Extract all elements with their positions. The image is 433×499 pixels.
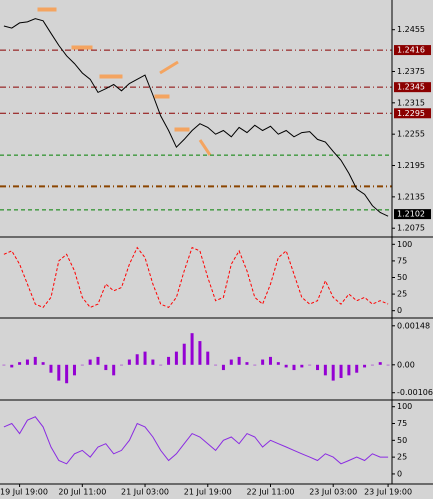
histogram-bar bbox=[331, 364, 335, 381]
histogram-bar bbox=[276, 362, 280, 365]
histogram-bar bbox=[127, 359, 131, 365]
histogram-bar bbox=[135, 354, 139, 365]
histogram-bar bbox=[190, 333, 194, 365]
histogram-bar bbox=[2, 364, 6, 366]
level-box bbox=[394, 45, 431, 56]
marker bbox=[71, 45, 93, 50]
y-tick-label: 1.2075 bbox=[397, 224, 425, 233]
histogram-bar bbox=[18, 362, 22, 365]
y-tick-label: -0.00106 bbox=[397, 388, 433, 397]
histogram-bar bbox=[339, 364, 343, 378]
histogram-bar bbox=[261, 359, 265, 365]
histogram-bar bbox=[72, 364, 76, 376]
histogram-bar bbox=[65, 364, 69, 384]
histogram-bar bbox=[151, 359, 155, 365]
marker bbox=[174, 127, 190, 132]
y-tick-label: 50 bbox=[397, 273, 407, 282]
marker bbox=[37, 7, 57, 12]
arrow bbox=[159, 60, 179, 75]
histogram-bar bbox=[292, 364, 296, 371]
histogram-bar bbox=[206, 351, 210, 365]
histogram-bar bbox=[25, 359, 29, 365]
histogram-bar bbox=[10, 364, 14, 368]
histogram-bar bbox=[268, 356, 272, 365]
histogram-bar bbox=[284, 364, 288, 368]
x-tick-label: 23 Jul 03:00 bbox=[309, 488, 357, 497]
x-tick-label: 23 Jul 19:00 bbox=[364, 488, 412, 497]
histogram-bar bbox=[88, 359, 92, 365]
histogram-bar bbox=[182, 343, 186, 365]
level-box bbox=[394, 82, 431, 93]
histogram-bar bbox=[174, 351, 178, 365]
histogram-bar bbox=[167, 356, 171, 365]
y-tick-label: 1.2195 bbox=[397, 161, 425, 170]
y-tick-label: 100 bbox=[397, 240, 412, 249]
marker bbox=[154, 94, 170, 99]
level-label: 1.2416 bbox=[397, 46, 425, 55]
histogram-bar bbox=[198, 341, 202, 365]
series-line bbox=[3, 416, 389, 465]
histogram-bar bbox=[41, 362, 45, 365]
marker bbox=[99, 74, 123, 79]
x-tick-label: 19 Jul 19:00 bbox=[0, 488, 48, 497]
histogram-bar bbox=[378, 362, 382, 365]
x-tick-label: 21 Jul 19:00 bbox=[184, 488, 232, 497]
y-tick-label: 0 bbox=[397, 306, 402, 315]
histogram-bar bbox=[104, 364, 108, 371]
histogram-bar bbox=[370, 364, 374, 366]
histogram-bar bbox=[323, 364, 327, 376]
y-tick-label: 75 bbox=[397, 256, 407, 265]
histogram-bar bbox=[253, 364, 257, 366]
y-tick-label: 1.2315 bbox=[397, 98, 425, 107]
current-label: 1.2102 bbox=[397, 210, 425, 219]
histogram-bar bbox=[363, 364, 367, 368]
series-line bbox=[3, 18, 389, 217]
level-label: 1.2295 bbox=[397, 109, 425, 118]
y-tick-label: 100 bbox=[397, 402, 412, 411]
y-tick-label: 0 bbox=[397, 469, 402, 478]
histogram-bar bbox=[245, 362, 249, 365]
histogram-bar bbox=[143, 351, 147, 365]
histogram-bar bbox=[386, 364, 390, 366]
arrow bbox=[198, 139, 212, 156]
histogram-bar bbox=[308, 364, 312, 366]
x-tick-label: 20 Jul 11:00 bbox=[58, 488, 106, 497]
y-tick-label: 0.00 bbox=[397, 360, 415, 369]
y-tick-label: 1.2375 bbox=[397, 67, 425, 76]
histogram-bar bbox=[33, 356, 37, 365]
histogram-bar bbox=[355, 364, 359, 373]
y-tick-label: 25 bbox=[397, 290, 407, 299]
histogram-bar bbox=[347, 364, 351, 376]
level-label: 1.2345 bbox=[397, 83, 425, 92]
y-tick-label: 75 bbox=[397, 419, 407, 428]
x-tick-label: 21 Jul 03:00 bbox=[121, 488, 169, 497]
histogram-bar bbox=[229, 359, 233, 365]
y-tick-label: 1.2135 bbox=[397, 192, 425, 201]
y-tick-label: 1.2455 bbox=[397, 25, 425, 34]
histogram-bar bbox=[120, 364, 124, 366]
y-tick-label: 25 bbox=[397, 453, 407, 462]
current-box bbox=[394, 209, 431, 220]
series-line bbox=[3, 246, 389, 309]
histogram-bar bbox=[112, 364, 116, 376]
histogram-bar bbox=[159, 364, 163, 366]
y-tick-label: 1.2255 bbox=[397, 130, 425, 139]
histogram-bar bbox=[237, 356, 241, 365]
histogram-bar bbox=[80, 364, 84, 366]
y-tick-label: 50 bbox=[397, 436, 407, 445]
histogram-bar bbox=[300, 364, 304, 368]
histogram-bar bbox=[221, 364, 225, 371]
annotations bbox=[37, 7, 212, 156]
histogram-bar bbox=[57, 364, 61, 381]
histogram-bar bbox=[214, 364, 218, 366]
x-tick-label: 22 Jul 11:00 bbox=[246, 488, 294, 497]
level-box bbox=[394, 108, 431, 119]
histogram-bar bbox=[316, 364, 320, 371]
histogram-bar bbox=[49, 364, 53, 373]
y-tick-label: 0.00148 bbox=[397, 321, 430, 330]
histogram-bar bbox=[96, 356, 100, 365]
